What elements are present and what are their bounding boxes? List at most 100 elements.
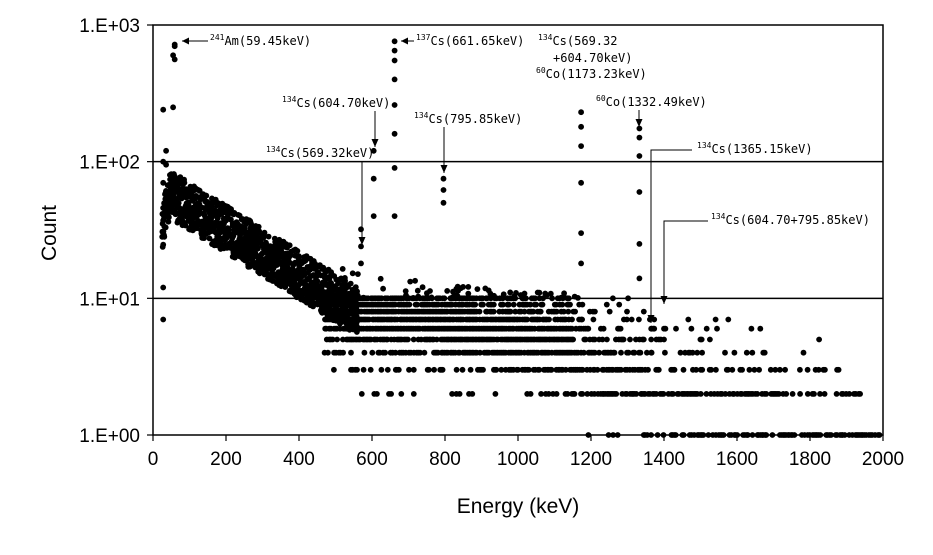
data-point — [492, 391, 499, 397]
data-point — [769, 432, 776, 438]
x-tick-label: 1000 — [497, 449, 539, 470]
data-point — [636, 189, 643, 195]
data-point — [162, 224, 169, 231]
x-tick-label: 400 — [283, 449, 315, 470]
data-point — [334, 336, 340, 343]
data-point — [538, 391, 544, 397]
annotation-arrowhead — [182, 37, 189, 45]
y-axis-title: Count — [38, 205, 61, 261]
annotation-label: 134Cs(795.85keV) — [414, 111, 522, 126]
data-point — [505, 301, 512, 308]
data-point — [627, 336, 633, 343]
data-point — [537, 308, 544, 315]
annotation-arrowhead — [371, 139, 379, 147]
data-point — [616, 301, 623, 308]
data-point — [636, 153, 643, 159]
data-point — [391, 102, 398, 108]
data-point — [340, 349, 346, 356]
data-point — [391, 57, 398, 64]
annotation-label: 134Cs(604.70+795.85keV) — [711, 212, 870, 227]
data-point — [424, 290, 430, 297]
data-point — [196, 187, 203, 194]
data-point — [611, 349, 618, 356]
data-point — [527, 301, 534, 308]
data-point — [791, 432, 798, 438]
data-point — [370, 213, 377, 220]
data-point — [783, 391, 790, 397]
data-point — [490, 301, 497, 308]
data-point — [714, 325, 720, 332]
data-point — [507, 289, 514, 296]
data-point — [673, 325, 679, 332]
data-point — [680, 432, 687, 438]
data-point — [296, 253, 302, 260]
data-point — [596, 349, 602, 356]
grid-lines — [153, 160, 883, 300]
data-point — [260, 234, 267, 241]
data-point — [705, 432, 712, 438]
data-point — [512, 308, 519, 315]
data-point — [465, 290, 472, 297]
data-point — [648, 336, 655, 343]
data-point — [487, 290, 494, 297]
data-point — [515, 366, 521, 373]
data-point — [610, 432, 616, 438]
data-point — [374, 391, 380, 397]
data-point — [797, 366, 803, 373]
x-tick-label: 1600 — [716, 449, 758, 470]
data-point — [744, 432, 751, 438]
y-tick-label: 1.E+02 — [79, 153, 140, 174]
data-point — [534, 289, 541, 296]
data-point — [472, 301, 479, 308]
data-point — [325, 349, 331, 356]
data-point — [599, 336, 606, 343]
data-point — [388, 391, 394, 397]
data-point — [548, 366, 555, 373]
annotation-label: 134Cs(569.32keV) — [266, 145, 374, 160]
data-point — [816, 336, 822, 343]
data-point — [428, 294, 435, 301]
data-point — [431, 366, 437, 373]
data-point — [203, 192, 210, 199]
data-point — [358, 260, 364, 267]
data-point — [772, 366, 779, 373]
data-point — [391, 213, 398, 220]
data-point — [625, 349, 632, 356]
data-point — [604, 336, 610, 343]
data-point — [567, 301, 573, 308]
y-tick-label: 1.E+03 — [79, 16, 140, 37]
data-point — [725, 316, 732, 323]
data-point — [749, 349, 756, 356]
data-point — [444, 288, 451, 294]
data-point — [160, 106, 167, 113]
data-point — [490, 308, 497, 315]
data-point — [403, 292, 409, 299]
data-point — [660, 391, 667, 397]
x-tick-label: 200 — [210, 449, 242, 470]
data-point — [572, 308, 578, 315]
data-point — [225, 211, 232, 218]
data-point — [655, 366, 662, 373]
data-point — [631, 349, 638, 356]
data-point — [722, 391, 729, 397]
data-point — [654, 432, 661, 438]
data-point — [703, 391, 710, 397]
data-point — [628, 316, 635, 323]
data-point — [584, 391, 591, 397]
data-point — [585, 325, 592, 332]
data-point — [708, 366, 714, 373]
data-point — [370, 175, 377, 182]
data-point — [620, 336, 627, 343]
data-point — [670, 391, 676, 397]
data-point — [592, 308, 598, 315]
data-point — [170, 104, 177, 111]
data-point — [419, 284, 426, 291]
data-point — [500, 301, 506, 308]
data-point — [560, 308, 567, 315]
data-point — [526, 366, 532, 373]
annotation-arrowhead — [647, 315, 655, 323]
data-point — [835, 366, 842, 373]
data-point — [578, 143, 584, 150]
data-point — [410, 336, 417, 343]
